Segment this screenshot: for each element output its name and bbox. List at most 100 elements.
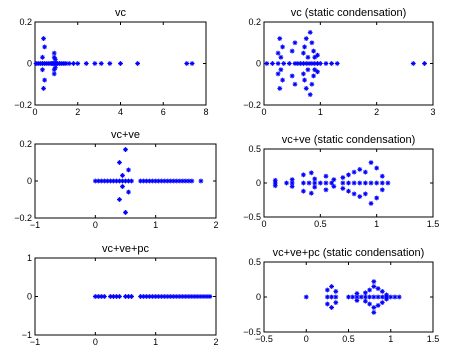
data-point [120, 173, 125, 178]
data-point [147, 294, 153, 299]
data-point [375, 303, 381, 308]
data-point [371, 294, 377, 300]
data-point [302, 44, 307, 50]
x-tick-label: 0 [304, 334, 309, 344]
subplot-title: vc+ve [111, 129, 140, 141]
data-point [371, 310, 377, 315]
data-point [135, 61, 140, 66]
data-point [111, 178, 116, 184]
data-point [141, 294, 146, 299]
x-tick-label: 4 [118, 107, 123, 117]
x-tick-label: 0 [32, 107, 37, 117]
data-point [308, 170, 314, 176]
data-point [312, 54, 318, 60]
data-point [340, 180, 346, 186]
data-point [357, 167, 363, 172]
data-point [357, 194, 363, 199]
data-point [363, 294, 368, 300]
data-point [101, 294, 107, 299]
data-point [334, 61, 340, 66]
y-tick-label: −0.2 [243, 100, 261, 110]
y-tick-label: 1 [27, 253, 32, 263]
data-point [301, 180, 306, 186]
data-point [118, 61, 123, 66]
data-point [289, 48, 295, 54]
x-tick-label: −1 [30, 337, 40, 347]
data-point [374, 165, 380, 171]
data-point [42, 44, 48, 50]
data-point [388, 294, 394, 300]
data-point [126, 178, 131, 184]
data-point [117, 160, 122, 165]
subplot-5: vc+ve+pc −1 0 1 2 −1 0 1 [22, 243, 219, 347]
data-point [331, 184, 337, 189]
data-point [153, 294, 159, 299]
data-point [270, 61, 275, 66]
data-point [363, 180, 368, 186]
data-point [324, 301, 330, 307]
data-point [329, 294, 334, 300]
data-point [368, 201, 374, 206]
data-point [289, 73, 295, 79]
data-point [71, 61, 76, 66]
data-point [159, 178, 165, 184]
data-point [129, 178, 134, 184]
data-point [368, 180, 374, 186]
data-point [374, 195, 380, 201]
data-point [189, 178, 195, 184]
data-point [156, 178, 162, 184]
data-point [309, 81, 315, 87]
y-tick-label: 0.5 [248, 257, 261, 267]
data-point [52, 65, 58, 71]
data-point [340, 186, 346, 191]
data-point [385, 180, 391, 186]
x-tick-label: 0.5 [342, 334, 355, 344]
data-point [371, 305, 377, 310]
data-point [312, 180, 318, 186]
data-point [329, 305, 334, 310]
data-point [144, 178, 150, 184]
data-point [375, 286, 381, 291]
data-point [346, 294, 351, 300]
data-point [351, 169, 357, 175]
data-point [171, 178, 177, 184]
data-point [354, 298, 360, 303]
data-point [292, 81, 298, 87]
data-point [75, 61, 81, 66]
data-point [371, 279, 377, 284]
subplot-title: vc+ve+pc [102, 243, 150, 255]
data-point [107, 61, 113, 66]
data-point [198, 178, 204, 184]
data-point [284, 180, 289, 186]
data-point [324, 287, 330, 293]
data-point [358, 294, 364, 300]
x-tick-label: −0.5 [255, 334, 273, 344]
data-point [278, 54, 284, 60]
data-point [307, 92, 313, 98]
y-tick-label: −0.5 [243, 212, 261, 222]
x-tick-label: 1 [153, 337, 158, 347]
data-point [275, 50, 281, 56]
data-point [277, 36, 283, 41]
data-point [40, 54, 45, 60]
data-point [357, 180, 363, 186]
subplot-6: vc+ve+pc (static condensation) −0.5 0 0.5 1 1… [243, 247, 439, 344]
data-point [396, 294, 402, 300]
subplot-3: vc+ve −1 0 1 2 −0.2 0 0.2 [14, 129, 218, 230]
data-point [379, 289, 385, 294]
data-point [323, 173, 329, 179]
subplot-2: vc (static condensation)0 1 2 3−0.200.2 [243, 7, 435, 117]
data-point [375, 294, 381, 300]
data-point [180, 294, 186, 299]
data-point [117, 294, 122, 299]
x-tick-label: 2 [213, 220, 218, 230]
data-point [186, 178, 192, 184]
data-point [186, 294, 192, 299]
y-tick-label: 0 [256, 178, 261, 188]
data-point [346, 188, 351, 194]
data-point [315, 69, 320, 75]
data-point [264, 61, 270, 66]
data-point [368, 160, 374, 165]
data-point [117, 178, 122, 184]
data-point [92, 294, 98, 299]
